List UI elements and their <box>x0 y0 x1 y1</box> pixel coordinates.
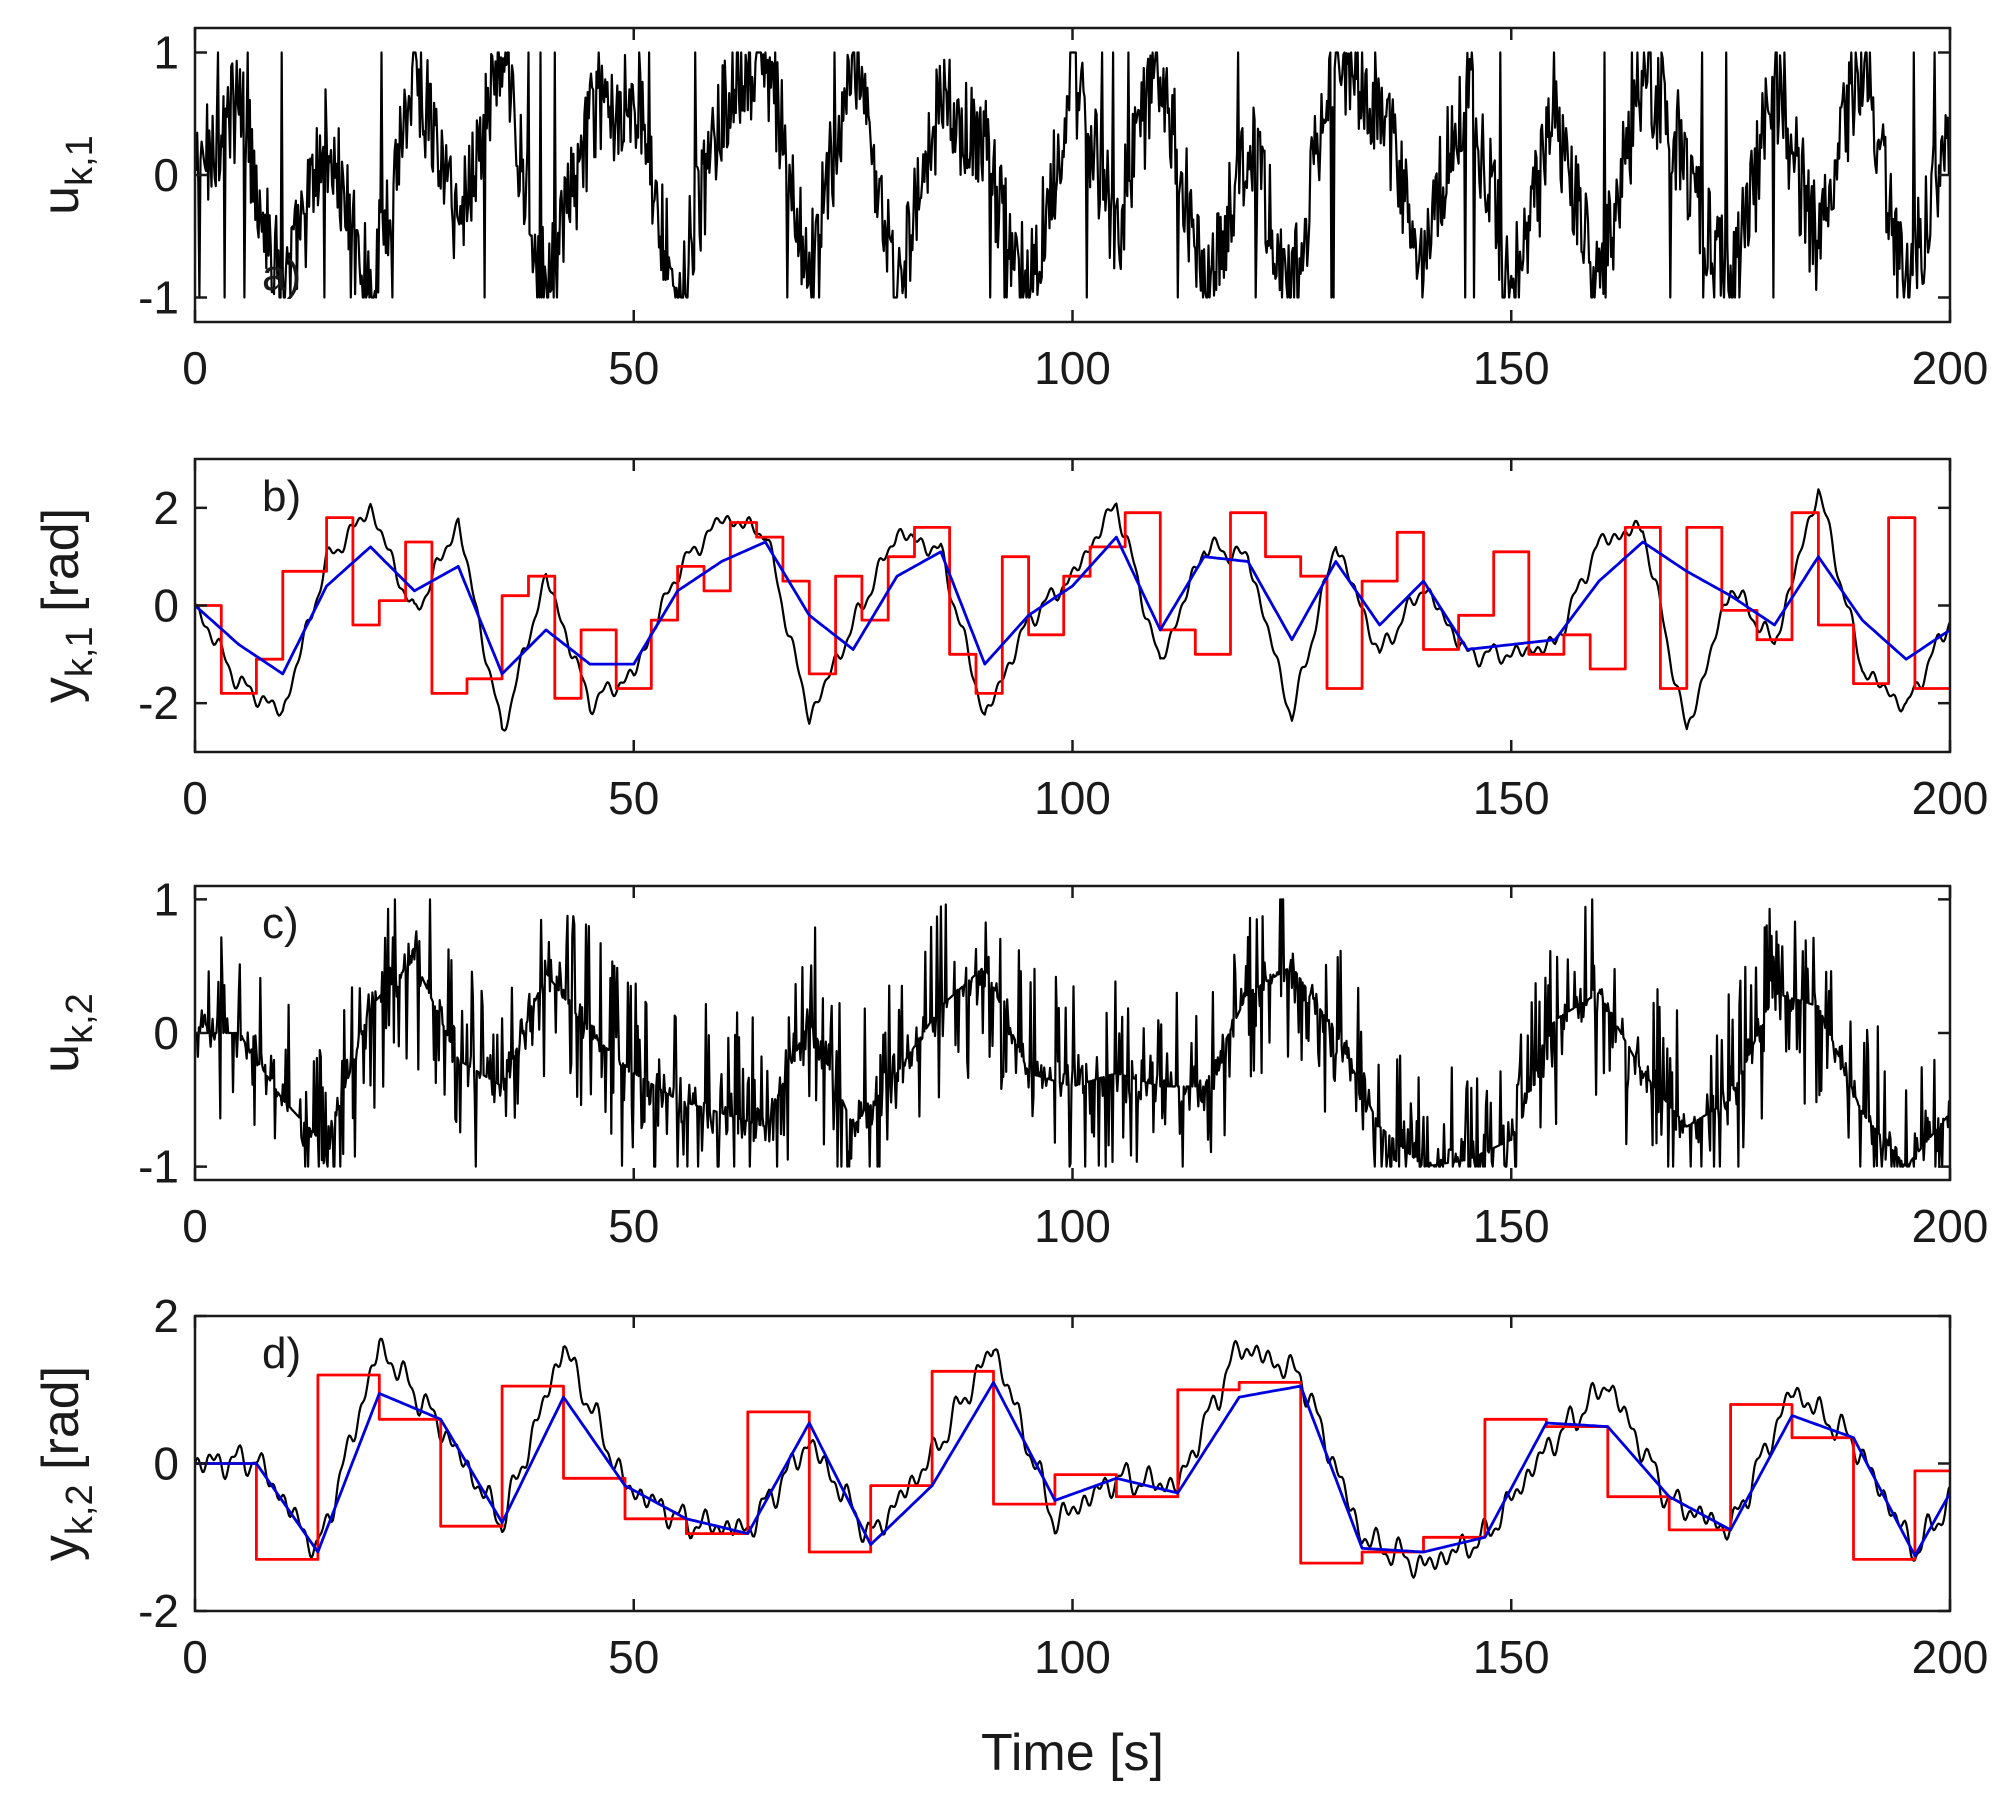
panel-a-xtick-label-2: 100 <box>1034 342 1111 394</box>
panel-a-ytick-label-1: 0 <box>153 149 179 201</box>
panel-d-ylabel-sub: k,2 <box>59 1484 101 1535</box>
panel-b: 0 50 100 150 200-202 b) yk,1 [rad] <box>32 457 1989 824</box>
panel-d-ylabel: yk,2 [rad] <box>32 1366 101 1561</box>
panel-d-letter: d) <box>262 1329 301 1378</box>
panel-a-xtick-label-3: 150 <box>1473 342 1550 394</box>
panel-b-xtick-label-1: 50 <box>608 772 659 824</box>
panel-c-letter: c) <box>262 899 299 948</box>
panel-d-series-output <box>195 1337 1950 1579</box>
panel-b-ylabel-main: y <box>32 677 90 703</box>
panel-b-xtick-label-4: 200 <box>1912 772 1989 824</box>
panel-a-letter: a) <box>262 251 301 300</box>
panel-c-xtick-label-1: 50 <box>608 1200 659 1252</box>
panel-d: 0 50 100 150 200-202 d) yk,2 [rad] Time [s] <box>32 1290 1988 1782</box>
panel-b-series-output <box>195 488 1950 732</box>
panel-b-ylabel-sub: k,1 <box>59 626 101 677</box>
panel-b-ytick-label-1: 0 <box>153 580 179 632</box>
panel-c-xtick-label-0: 0 <box>182 1200 208 1252</box>
panel-c-xtick-label-2: 100 <box>1034 1200 1111 1252</box>
panel-d-xlabel: Time [s] <box>981 1724 1164 1782</box>
panel-a-ytick-label-0: -1 <box>138 272 179 324</box>
panel-c-ytick-label-2: 1 <box>153 873 179 925</box>
panel-d-xtick-label-2: 100 <box>1034 1631 1111 1683</box>
panel-c: 0 50 100 150 200-101 c) uk,2 <box>32 873 1988 1252</box>
panel-d-series-filtered <box>195 1381 1950 1558</box>
panel-c-ytick-label-0: -1 <box>138 1141 179 1193</box>
panel-d-xtick-label-1: 50 <box>608 1631 659 1683</box>
panel-b-letter: b) <box>262 472 301 521</box>
panel-c-xtick-label-4: 200 <box>1912 1200 1989 1252</box>
panel-a-ylabel-sub: k,1 <box>59 135 101 186</box>
panel-a-ylabel: uk,1 <box>32 135 101 215</box>
panel-d-xtick-label-4: 200 <box>1912 1631 1989 1683</box>
panel-b-xtick-label-2: 100 <box>1034 772 1111 824</box>
panel-c-series-u-k-2 <box>195 898 1950 1168</box>
panel-a: 0 50 100 150 200-101 a) uk,1 <box>32 27 1988 395</box>
panel-d-ylabel-main: y <box>32 1535 90 1561</box>
panel-d-xtick-label-0: 0 <box>182 1631 208 1683</box>
panel-b-series-reference <box>195 511 1950 700</box>
panel-a-ytick-label-2: 1 <box>153 27 179 79</box>
panel-d-ytick-label-0: -2 <box>138 1585 179 1637</box>
panel-a-ylabel-main: u <box>32 186 90 215</box>
panel-c-ylabel-main: u <box>32 1044 90 1073</box>
panel-c-ytick-label-1: 0 <box>153 1007 179 1059</box>
panel-d-frame <box>193 1314 1952 1613</box>
panel-a-xtick-label-1: 50 <box>608 342 659 394</box>
panel-b-xtick-label-3: 150 <box>1473 772 1550 824</box>
panel-b-ylabel: yk,1 [rad] <box>32 508 101 703</box>
panel-b-xtick-label-0: 0 <box>182 772 208 824</box>
panel-d-ytick-label-2: 2 <box>153 1290 179 1342</box>
panel-d-ytick-label-1: 0 <box>153 1438 179 1490</box>
panel-d-ylabel-unit: [rad] <box>32 1366 90 1485</box>
panel-d-series-reference <box>195 1369 1950 1565</box>
panel-a-series-u-k-1 <box>195 51 1950 299</box>
panel-a-xtick-label-4: 200 <box>1912 342 1989 394</box>
panel-b-ytick-label-2: 2 <box>153 482 179 534</box>
panel-c-xtick-label-3: 150 <box>1473 1200 1550 1252</box>
panel-c-ylabel: uk,2 <box>32 993 101 1073</box>
panel-b-ylabel-unit: [rad] <box>32 508 90 627</box>
panel-d-xtick-label-3: 150 <box>1473 1631 1550 1683</box>
panel-c-ylabel-sub: k,2 <box>59 993 101 1044</box>
panel-b-series-filtered <box>195 535 1950 676</box>
panel-b-ytick-label-0: -2 <box>138 677 179 729</box>
panel-a-xtick-label-0: 0 <box>182 342 208 394</box>
